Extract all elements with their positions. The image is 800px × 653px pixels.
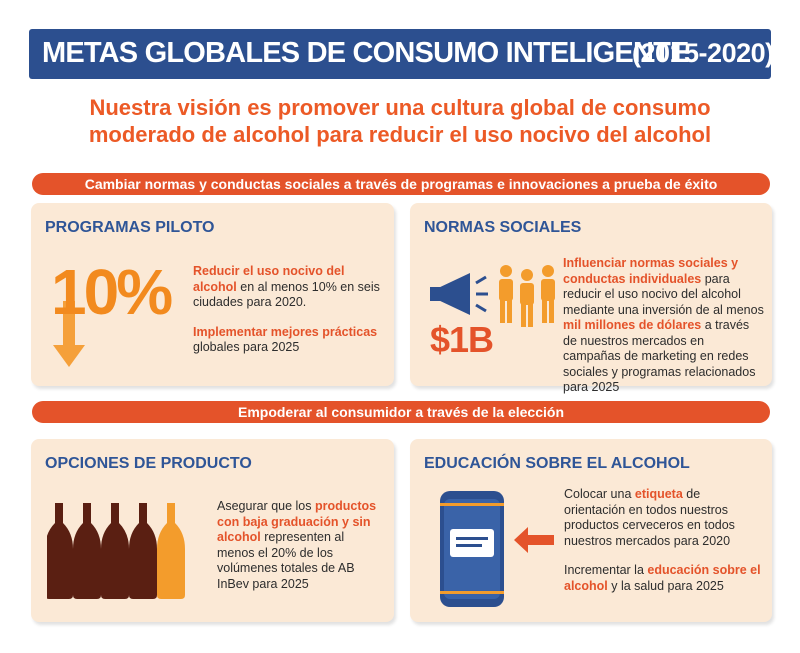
card-educacion-sobre-el-alcohol: EDUCACIÓN SOBRE EL ALCOHOL Colocar una e… bbox=[410, 439, 772, 622]
product-text: Asegurar que los productos con baja grad… bbox=[217, 499, 382, 592]
title-years: (2015-2020) bbox=[632, 38, 774, 68]
text: Colocar una bbox=[564, 487, 635, 501]
text: para reducir el uso nocivo del alcohol m… bbox=[563, 271, 764, 317]
pilot-text: Reducir el uso nocivo del alcohol en al … bbox=[193, 264, 385, 356]
text: Asegurar que los bbox=[217, 499, 315, 513]
title-bar: METAS GLOBALES DE CONSUMO INTELIGENTE (2… bbox=[29, 29, 774, 79]
text: de orientación en todos nuestros product… bbox=[564, 487, 735, 548]
card-title: NORMAS SOCIALES bbox=[424, 219, 582, 236]
megaphone-icon bbox=[430, 273, 488, 315]
vision-line-2: moderado de alcohol para reducir el uso … bbox=[88, 122, 712, 147]
vision-line-1: Nuestra visión es promover una cultura g… bbox=[89, 95, 711, 120]
highlight: educación sobre el alcohol bbox=[564, 563, 761, 593]
highlight: productos con baja graduación y sin alco… bbox=[217, 499, 377, 544]
arrow-down-icon bbox=[63, 301, 75, 347]
card-title: EDUCACIÓN SOBRE EL ALCOHOL bbox=[424, 455, 690, 472]
highlight: mil millones de dólares bbox=[563, 318, 702, 332]
arrow-left-icon bbox=[514, 527, 554, 553]
card-title: OPCIONES DE PRODUCTO bbox=[45, 455, 252, 472]
text: a través de nuestros mercados en campaña… bbox=[563, 318, 756, 394]
social-text: Influenciar normas sociales y conductas … bbox=[563, 256, 765, 396]
text: representen al menos el 20% de los volúm… bbox=[217, 530, 355, 591]
card-programas-piloto: PROGRAMAS PILOTO 10% Reducir el uso noci… bbox=[31, 203, 394, 386]
education-paragraph-2: Incrementar la educación sobre el alcoho… bbox=[564, 563, 764, 594]
people-icon bbox=[499, 265, 555, 327]
highlight: etiqueta bbox=[634, 487, 683, 501]
card-title: PROGRAMAS PILOTO bbox=[45, 219, 215, 236]
highlight: Influenciar normas sociales y conductas … bbox=[563, 256, 739, 286]
bottles-icon bbox=[47, 503, 185, 599]
pilot-paragraph-2: Implementar mejores prácticas globales p… bbox=[193, 325, 385, 356]
card-opciones-de-producto: OPCIONES DE PRODUCTO Asegurar que los pr… bbox=[31, 439, 394, 622]
arrow-down-icon-head bbox=[53, 345, 85, 367]
education-paragraph-1: Colocar una etiqueta de orientación en t… bbox=[564, 487, 764, 549]
highlight: Implementar mejores prácticas bbox=[193, 324, 378, 339]
title-separator bbox=[617, 42, 621, 66]
investment-amount: $1B bbox=[430, 319, 494, 360]
beer-can-icon bbox=[440, 491, 504, 607]
section-banner-1: Cambiar normas y conductas sociales a tr… bbox=[32, 173, 770, 195]
vision-statement: Nuestra visión es promover una cultura g… bbox=[0, 94, 800, 148]
highlight: Reducir el uso nocivo del alcohol bbox=[193, 264, 345, 294]
card-normas-sociales: NORMAS SOCIALES $1B Influenciar normas s… bbox=[410, 203, 772, 394]
big-percentage: 10% bbox=[51, 256, 173, 328]
text: globales para 2025 bbox=[193, 340, 300, 354]
text: Incrementar la bbox=[564, 563, 648, 577]
text: y la salud para 2025 bbox=[607, 578, 724, 593]
page-title: METAS GLOBALES DE CONSUMO INTELIGENTE bbox=[42, 37, 689, 69]
pilot-paragraph-1: Reducir el uso nocivo del alcohol en al … bbox=[193, 264, 385, 311]
education-text: Colocar una etiqueta de orientación en t… bbox=[564, 487, 764, 594]
section-banner-2: Empoderar al consumidor a través de la e… bbox=[32, 401, 770, 423]
text: en al menos 10% en seis ciudades para 20… bbox=[193, 279, 380, 310]
